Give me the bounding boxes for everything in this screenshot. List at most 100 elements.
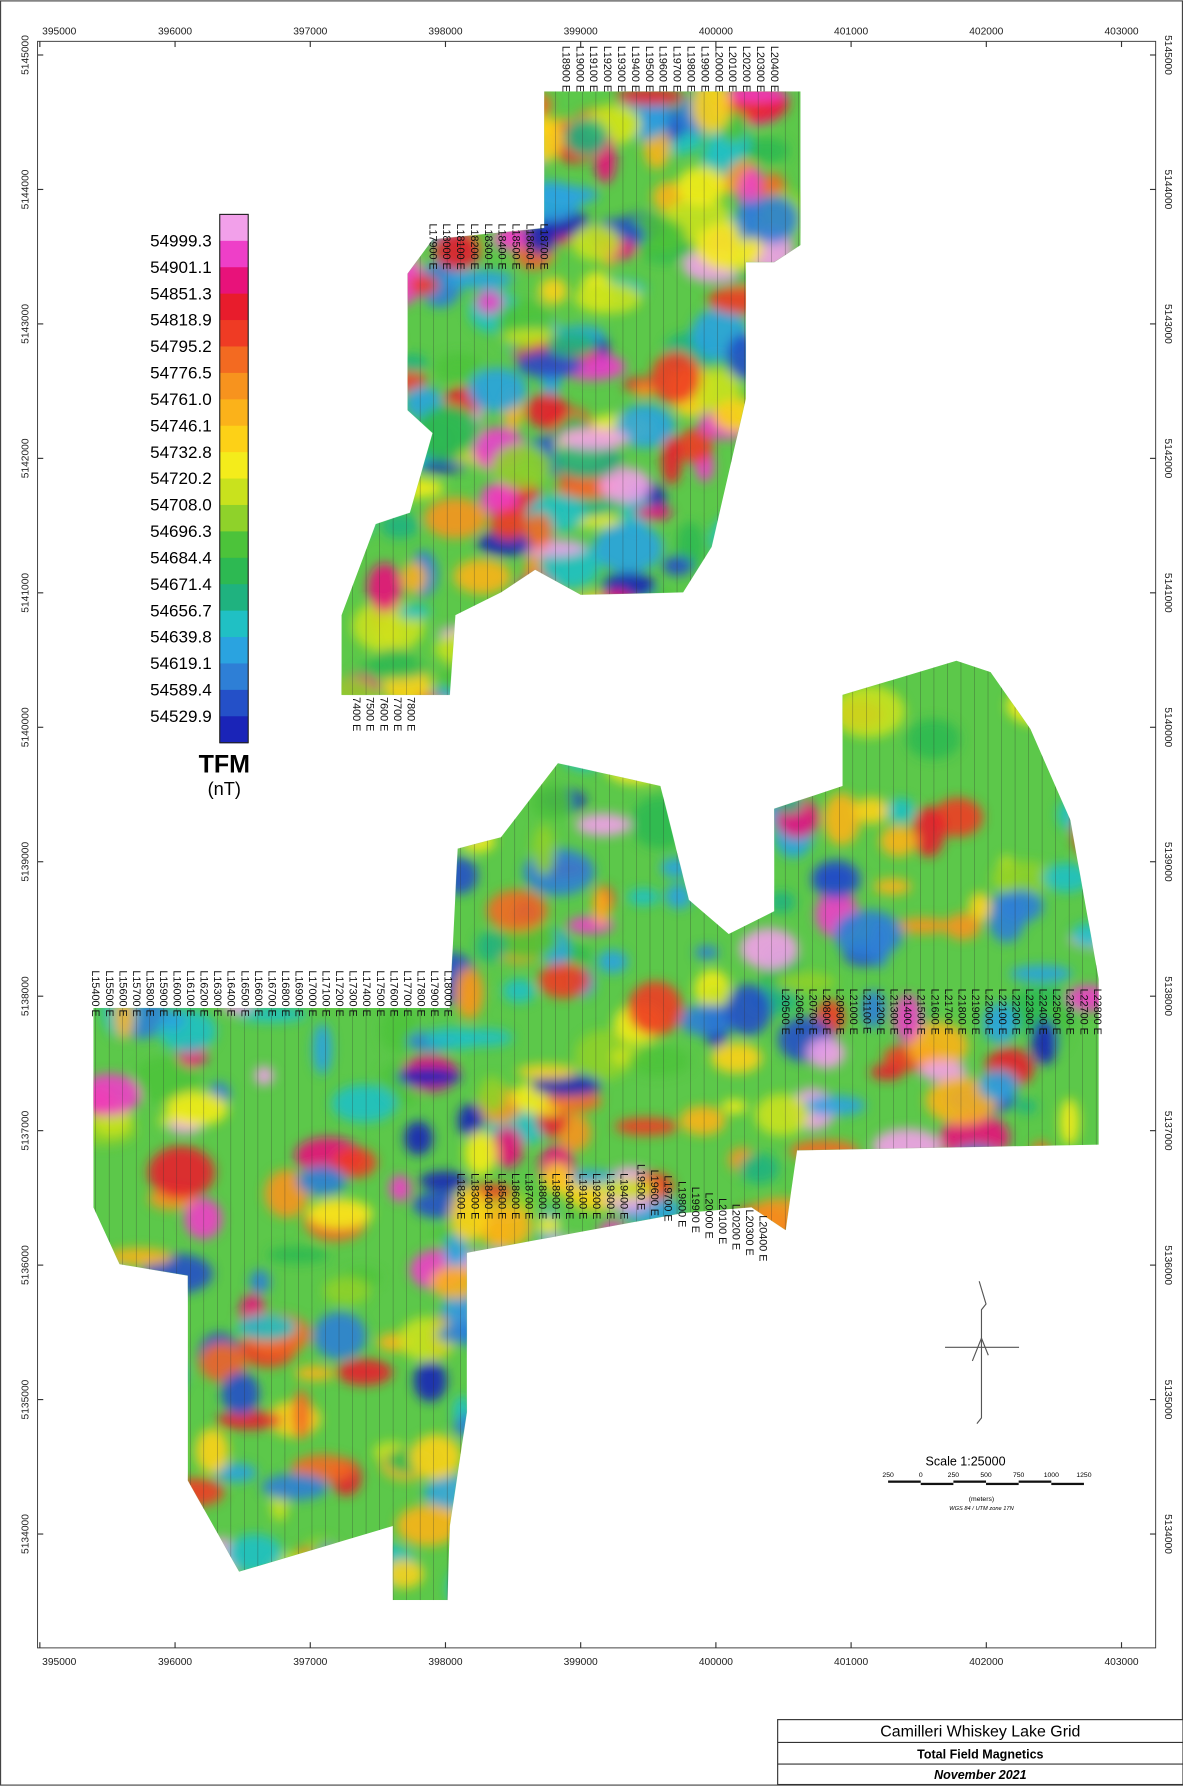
line-label: L22600 E [1064,989,1076,1035]
line-label: L19400 E [617,1173,629,1219]
line-label: L20700 E [806,989,818,1035]
x-tick-label: 395000 [42,1657,76,1668]
line-label: L18000 E [440,224,452,270]
x-tick-label: 399000 [564,26,598,37]
title: Camilleri Whiskey Lake Grid [880,1724,1080,1741]
scale-tick: 500 [980,1472,992,1479]
anomaly [404,1121,433,1155]
anomaly [292,1390,311,1439]
line-label: L18200 E [468,224,480,270]
scale-tick: 250 [948,1472,960,1479]
y-tick-label: 5135000 [1162,1380,1173,1420]
anomaly [547,330,597,357]
line-label: L19300 E [615,46,627,92]
line-label: L16300 E [211,970,223,1016]
anomaly [886,798,915,824]
line-label: L16900 E [292,970,304,1016]
legend-swatch [220,346,248,373]
line-label: L20500 E [779,989,791,1035]
anomaly [896,918,950,934]
line-label: L19100 E [587,46,599,92]
legend-value: 54851.3 [150,284,212,303]
anomaly [661,436,682,485]
legend-value: 54818.9 [150,311,212,330]
legend-value: 54795.2 [150,337,212,356]
line-label: L20000 E [712,46,724,92]
line-label: L18500 E [495,1173,507,1219]
line-label: 7400 E [350,697,362,731]
line-label: 7700 E [391,697,403,731]
line-label: L15700 E [130,970,142,1016]
y-tick-label: 5139000 [1162,842,1173,882]
anomaly [662,556,693,576]
scale-projection: WGS 84 / UTM zone 17N [949,1506,1014,1512]
anomaly [490,508,528,540]
anomaly [1015,1099,1037,1113]
legend-swatch [220,214,248,241]
anomaly [634,383,655,397]
line-label: L17600 E [387,970,399,1016]
legend-value: 54589.4 [150,681,212,700]
anomaly [978,1070,1019,1101]
anomaly [297,1166,347,1196]
anomaly [592,887,610,925]
anomaly [468,368,527,412]
anomaly [532,824,555,875]
y-tick-label: 5144000 [20,169,31,209]
legend-value: 54619.1 [150,654,212,673]
y-tick-label: 5145000 [1162,35,1173,75]
anomaly [196,1428,229,1473]
y-tick-label: 5134000 [1162,1514,1173,1554]
anomaly [572,225,620,262]
line-label: L17900 E [426,224,438,270]
anomaly [398,605,431,620]
line-label: L19600 E [657,46,669,92]
line-label: L18700 E [537,224,549,270]
line-label: L18900 E [559,46,571,92]
line-label: L22100 E [996,989,1008,1035]
line-label: L21300 E [888,989,900,1035]
anomaly [454,559,511,594]
line-label: L15400 E [89,970,101,1016]
title-block: Camilleri Whiskey Lake Grid Total Field … [778,1720,1183,1785]
anomaly [221,1372,260,1415]
y-tick-label: 5138000 [20,976,31,1016]
anomaly [525,394,568,429]
line-label: L18500 E [510,224,522,270]
legend-value: 54901.1 [150,258,212,277]
anomaly [564,118,608,156]
anomaly [854,797,890,823]
map-sheet: 3950003950003960003960003970003970003980… [0,0,1183,1786]
legend-value: 54696.3 [150,522,212,541]
line-label: L19700 E [662,1175,674,1221]
x-tick-label: 397000 [293,1657,327,1668]
legend-value: 54999.3 [150,232,212,251]
line-label: L19800 E [675,1181,687,1227]
legend-swatch [220,399,248,426]
line-label: L16700 E [265,970,277,1016]
anomaly [1009,965,1072,982]
scale-unit: (meters) [969,1496,994,1503]
line-label: L22500 E [1050,989,1062,1035]
line-label: L20900 E [833,989,845,1035]
legend-value: 54732.8 [150,443,212,462]
line-label: L17800 E [414,970,426,1016]
x-tick-label: 403000 [1104,26,1138,37]
scale-title: Scale 1:25000 [926,1455,1006,1469]
scale-segment [888,1481,921,1483]
line-label: L19100 E [577,1173,589,1219]
x-tick-label: 399000 [564,1657,598,1668]
anomaly [703,984,730,1002]
anomaly [874,878,912,894]
anomaly [593,522,663,573]
anomaly [880,826,917,857]
line-label: L19000 E [563,1173,575,1219]
anomaly [455,967,484,1020]
line-label: L18100 E [454,224,466,270]
anomaly [236,1314,296,1341]
line-label: L18600 E [509,1173,521,1219]
anomaly [413,1360,447,1402]
y-tick-label: 5136000 [20,1245,31,1285]
line-label: L18300 E [482,224,494,270]
anomaly [597,950,628,973]
